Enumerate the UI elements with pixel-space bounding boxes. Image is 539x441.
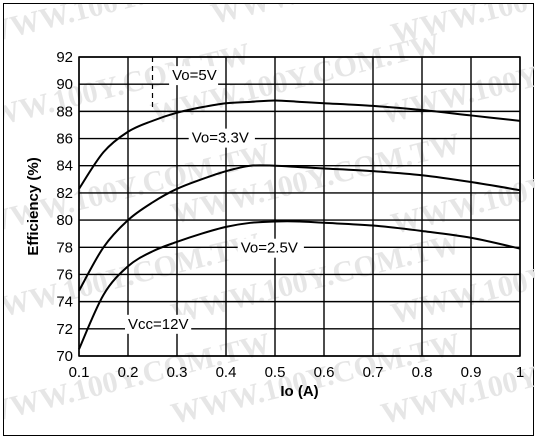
x-tick-label: 0.8 — [412, 364, 433, 381]
series-annotation: Vo=5V — [169, 66, 219, 86]
x-axis-title: Io (A) — [280, 383, 318, 400]
series-annotation: Vo=3.3V — [188, 128, 255, 148]
series-lines — [78, 99, 521, 350]
x-tick-label: 1 — [516, 364, 524, 381]
series-line — [78, 220, 521, 350]
y-tick-label: 90 — [56, 76, 73, 93]
y-tick-label: 72 — [56, 321, 73, 338]
annotations: Vo=5V Vo=3.3V Vo=2.5V Vcc=12V — [125, 66, 304, 334]
y-tick-label: 84 — [56, 158, 73, 175]
y-tick-label: 74 — [56, 294, 73, 311]
series-annotation: Vo=2.5V — [237, 238, 304, 258]
annotation-label: Vo=5V — [172, 67, 217, 84]
y-tick-label: 88 — [56, 103, 73, 120]
x-tick-label: 0.9 — [461, 364, 482, 381]
y-tick-label: 76 — [56, 266, 73, 283]
annotation-bg — [188, 128, 255, 148]
chart-frame: WWW.100Y.COM.TW WWW.100Y.COM.TW WWW.100Y.C… — [3, 3, 535, 436]
annotation-label: Vcc=12V — [128, 316, 188, 333]
x-tick-label: 0.7 — [363, 364, 384, 381]
efficiency-chart: WWW.100Y.COM.TWWWW.100Y.COM.TWWWW.100Y.C… — [4, 4, 535, 431]
annotation-bg — [169, 66, 219, 86]
x-tick-label: 0.2 — [118, 364, 139, 381]
series-annotation: Vcc=12V — [125, 314, 192, 334]
x-tick-label: 0.6 — [314, 364, 335, 381]
x-tick-label: 0.5 — [265, 364, 286, 381]
y-tick-label: 92 — [56, 49, 73, 66]
y-tick-label: 86 — [56, 131, 73, 148]
annotation-bg — [237, 238, 304, 258]
series-line — [78, 164, 521, 292]
tick-labels: 70 72 74 76 78 80 82 84 86 88 90 92 0.1 0.2 0.3 0.4 0.5 0… — [56, 49, 524, 381]
x-tick-label: 0.1 — [69, 364, 90, 381]
annotation-label: Vo=3.3V — [192, 130, 249, 147]
y-tick-label: 80 — [56, 212, 73, 229]
y-tick-label: 70 — [56, 348, 73, 365]
annotation-label: Vo=2.5V — [241, 240, 298, 257]
plot-border — [78, 56, 521, 357]
x-tick-label: 0.3 — [167, 364, 188, 381]
y-axis-title: Efficiency (%) — [25, 157, 42, 255]
x-tick-label: 0.4 — [216, 364, 237, 381]
series-line — [78, 99, 521, 190]
y-tick-label: 82 — [56, 185, 73, 202]
annotation-bg — [125, 314, 192, 334]
y-tick-label: 78 — [56, 239, 73, 256]
